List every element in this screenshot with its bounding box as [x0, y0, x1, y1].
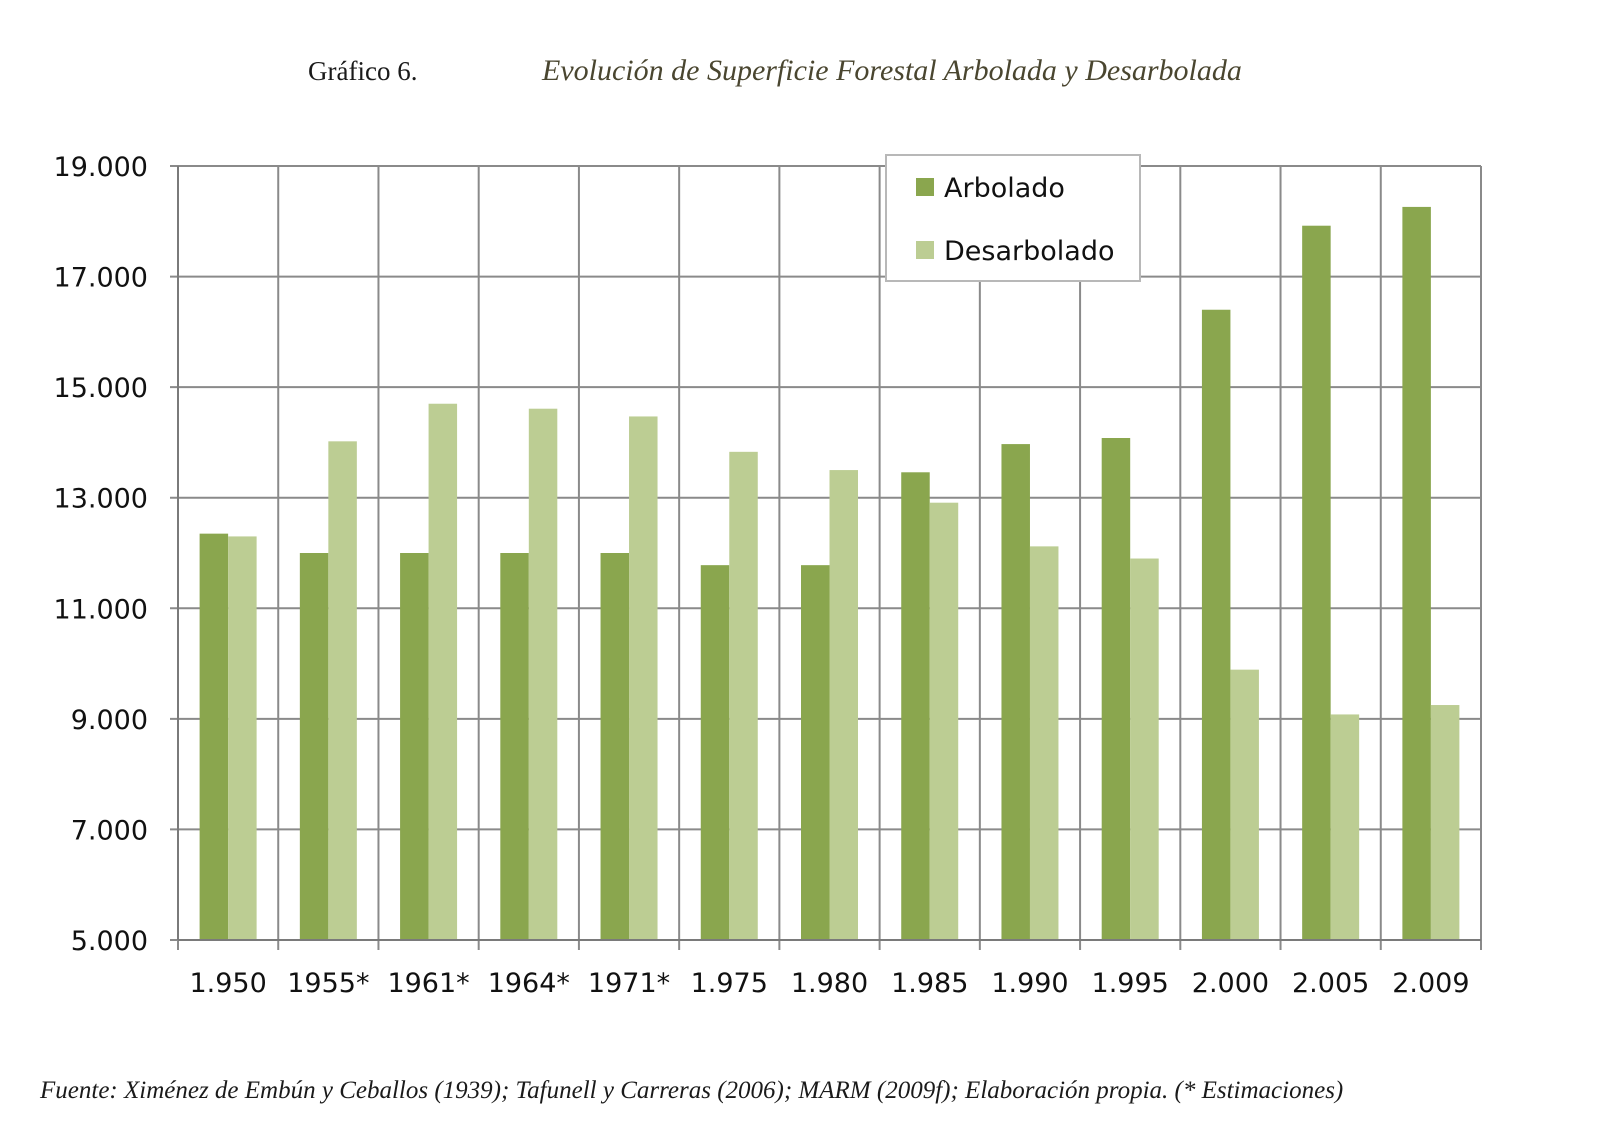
- figure-label: Gráfico 6.: [308, 56, 418, 86]
- bar-arbolado: [500, 553, 529, 940]
- y-tick-label: 7.000: [71, 815, 148, 846]
- bar-desarbolado: [629, 416, 658, 940]
- axes: 5.000 7.000 9.000 11.000 13.000 15.000 17.000 1…: [54, 152, 1481, 999]
- legend: Arbolado Desarbolado: [885, 154, 1141, 282]
- bar-arbolado: [1101, 438, 1131, 940]
- bar-desarbolado: [528, 408, 558, 940]
- bar-arbolado: [1201, 309, 1231, 940]
- bars: [199, 206, 1460, 941]
- x-tick-label: 1964*: [488, 968, 570, 999]
- source-note: Fuente: Ximénez de Embún y Ceballos (193…: [40, 1077, 1344, 1104]
- bar-arbolado: [901, 472, 930, 940]
- y-tick-label: 5.000: [71, 926, 148, 957]
- x-tick-label: 1.990: [991, 968, 1068, 999]
- bar-desarbolado: [729, 451, 758, 940]
- bar-desarbolado: [1230, 669, 1259, 940]
- x-tick-label: 1955*: [287, 968, 369, 999]
- bar-arbolado: [400, 553, 429, 940]
- y-tick-label: 15.000: [54, 373, 148, 404]
- y-tick-label: 19.000: [54, 152, 148, 183]
- bar-desarbolado: [1330, 714, 1360, 940]
- x-tick-label: 1.980: [791, 968, 868, 999]
- x-tick-label: 2.005: [1292, 968, 1369, 999]
- x-tick-label: 1961*: [387, 968, 469, 999]
- legend-swatch: [916, 178, 934, 196]
- x-tick-label: 1.975: [691, 968, 768, 999]
- x-tick-label: 1.950: [189, 968, 266, 999]
- legend-swatch: [916, 241, 934, 259]
- bar-desarbolado: [328, 441, 357, 940]
- y-tick-label: 17.000: [54, 263, 148, 294]
- y-tick-label: 11.000: [54, 594, 148, 625]
- bar-desarbolado: [829, 470, 858, 940]
- x-tick-label: 2.000: [1192, 968, 1269, 999]
- grid: [170, 165, 1482, 950]
- bar-arbolado: [199, 533, 229, 940]
- bar-arbolado: [299, 553, 329, 940]
- bar-desarbolado: [1430, 705, 1460, 940]
- chart-title: Evolución de Superficie Forestal Arbolad…: [542, 54, 1242, 87]
- bar-arbolado: [700, 565, 730, 940]
- x-tick-label: 1.995: [1092, 968, 1169, 999]
- bar-arbolado: [600, 553, 630, 940]
- x-tick-label: 1.985: [891, 968, 968, 999]
- y-tick-label: 9.000: [71, 705, 148, 736]
- legend-label: Arbolado: [944, 173, 1065, 204]
- legend-box: [885, 154, 1141, 282]
- bar-arbolado: [801, 565, 830, 940]
- bar-desarbolado: [1130, 558, 1159, 940]
- bar-desarbolado: [929, 502, 959, 940]
- bar-arbolado: [1402, 206, 1431, 940]
- bar-desarbolado: [228, 536, 257, 940]
- y-tick-label: 13.000: [54, 484, 148, 515]
- bar-arbolado: [1302, 225, 1331, 941]
- bar-desarbolado: [1029, 546, 1059, 940]
- x-tick-label: 1971*: [588, 968, 670, 999]
- legend-label: Desarbolado: [944, 236, 1114, 267]
- x-tick-label: 2.009: [1392, 968, 1469, 999]
- bar-desarbolado: [428, 403, 458, 940]
- bar-arbolado: [1001, 444, 1030, 940]
